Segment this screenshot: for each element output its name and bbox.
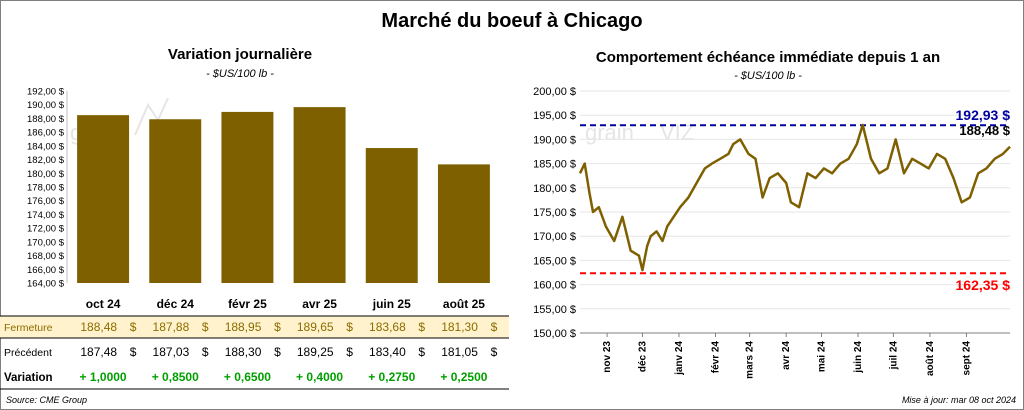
row-label: Précédent [4,347,52,359]
last-label: 188,48 $ [959,123,1010,138]
x-tick-label: août 24 [925,341,936,376]
x-tick-label: nov 23 [602,341,613,373]
y-tick-label: 168,00 $ [27,251,65,262]
category-label: août 25 [443,297,485,311]
low-label: 162,35 $ [956,277,1011,293]
cell-value: 189,65 [297,320,334,334]
y-tick-label: 186,00 $ [27,128,65,139]
right-chart-subtitle: - $US/100 lb - [734,70,802,82]
y-tick-label: 178,00 $ [27,183,65,194]
cell-value: 187,48 [80,345,117,359]
y-tick-label: 176,00 $ [27,196,65,207]
cell-unit: $ [130,320,137,334]
cell-value: + 0,8500 [152,370,199,384]
svg-text:VIZ: VIZ [660,120,694,145]
y-tick-label: 182,00 $ [27,155,65,166]
bar [149,119,202,283]
cell-value: 187,03 [153,345,190,359]
cell-unit: $ [130,345,137,359]
x-tick-label: mars 24 [745,341,756,379]
category-label: févr 25 [228,297,267,311]
x-tick-label: sept 24 [961,341,972,376]
main-title: Marché du boeuf à Chicago [381,10,643,32]
category-label: avr 25 [302,297,337,311]
y-tick-label: 174,00 $ [27,210,65,221]
y-tick-label: 180,00 $ [533,183,576,195]
cell-unit: $ [346,345,353,359]
high-label: 192,93 $ [956,107,1011,123]
y-tick-label: 184,00 $ [27,141,65,152]
cell-value: 189,25 [297,345,334,359]
cell-value: + 1,0000 [80,370,127,384]
row-label: Variation [4,372,53,384]
fermeture-row-bg [0,316,509,338]
right-chart-title: Comportement échéance immédiate depuis 1… [596,49,940,66]
y-tick-label: 195,00 $ [533,110,576,122]
x-tick-label: juin 24 [853,341,864,374]
bar [437,164,490,283]
category-label: juin 25 [372,297,411,311]
cell-value: + 0,2750 [368,370,415,384]
cell-value: 183,40 [369,345,406,359]
row-label: Fermeture [4,322,53,334]
price-line [578,123,1011,272]
x-tick-label: déc 23 [637,341,648,373]
left-chart-title: Variation journalière [168,46,312,63]
cell-unit: $ [274,320,281,334]
bar [365,148,418,283]
y-tick-label: 188,00 $ [27,114,65,125]
cell-value: 188,95 [225,320,262,334]
y-tick-label: 200,00 $ [533,86,576,98]
x-tick-label: janv 24 [674,341,685,376]
x-tick-label: mai 24 [817,341,828,373]
y-tick-label: 172,00 $ [27,224,65,235]
y-tick-label: 150,00 $ [533,328,576,340]
cell-unit: $ [202,320,209,334]
update-note: Mise à jour: mar 08 oct 2024 [901,395,1016,405]
x-tick-label: févr 24 [710,341,721,374]
cell-unit: $ [202,345,209,359]
cell-unit: $ [491,345,498,359]
right-chart: Comportement échéance immédiate depuis 1… [533,49,1011,379]
cell-value: 188,48 [80,320,117,334]
grainviz-watermark: grain VIZ [585,120,694,145]
cell-unit: $ [346,320,353,334]
cell-value: 181,30 [441,320,478,334]
cell-unit: $ [418,320,425,334]
y-tick-label: 185,00 $ [533,159,576,171]
y-tick-label: 170,00 $ [533,231,576,243]
y-tick-label: 170,00 $ [27,237,65,248]
y-tick-label: 166,00 $ [27,265,65,276]
left-chart-subtitle: - $US/100 lb - [206,68,274,80]
bar [77,115,130,283]
cell-value: + 0,2500 [440,370,487,384]
x-tick-label: juil 24 [888,341,899,371]
cell-value: 183,68 [369,320,406,334]
left-chart: Variation journalière - $US/100 lb - gra… [0,46,509,390]
cell-value: + 0,6500 [224,370,271,384]
cell-unit: $ [274,345,281,359]
cell-unit: $ [418,345,425,359]
cell-value: + 0,4000 [296,370,343,384]
y-tick-label: 180,00 $ [27,169,65,180]
x-tick-label: avr 24 [781,341,792,370]
source-note: Source: CME Group [6,395,88,405]
category-label: déc 24 [157,297,195,311]
y-tick-label: 190,00 $ [533,134,576,146]
y-tick-label: 192,00 $ [27,87,65,98]
y-tick-label: 155,00 $ [533,304,576,316]
cell-value: 188,30 [225,345,262,359]
svg-text:grain: grain [585,120,634,145]
category-label: oct 24 [86,297,121,311]
y-tick-label: 165,00 $ [533,255,576,267]
cell-value: 181,05 [441,345,478,359]
cell-value: 187,88 [153,320,190,334]
bar [221,111,274,284]
y-tick-label: 160,00 $ [533,280,576,292]
y-tick-label: 190,00 $ [27,100,65,111]
cell-unit: $ [491,320,498,334]
y-tick-label: 164,00 $ [27,279,65,290]
bar [293,107,346,283]
y-tick-label: 175,00 $ [533,207,576,219]
